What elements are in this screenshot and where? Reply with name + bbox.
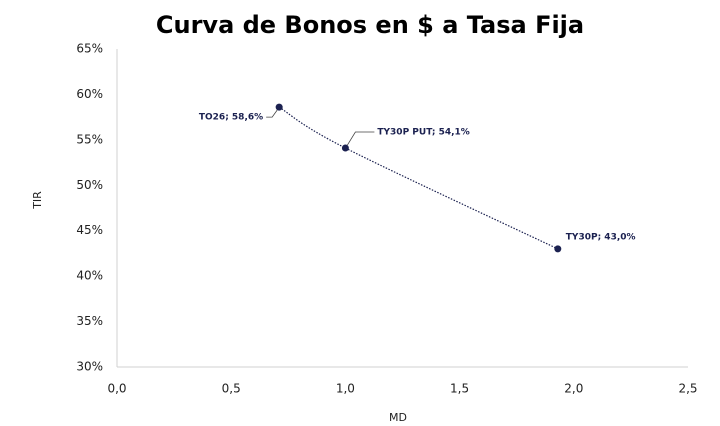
x-tick-label: 0,0: [107, 382, 126, 396]
data-label: TY30P; 43,0%: [566, 232, 636, 242]
trend-line: [278, 106, 559, 250]
y-tick-label: 55%: [76, 132, 103, 146]
x-tick-label: 0,5: [222, 382, 241, 396]
chart-title: Curva de Bonos en $ a Tasa Fija: [156, 11, 584, 39]
leader-line: [266, 109, 278, 118]
x-tick-label: 2,5: [678, 382, 697, 396]
point: [341, 144, 349, 152]
y-tick-label: 40%: [76, 269, 103, 283]
y-tick-label: 45%: [76, 223, 103, 237]
y-tick-label: 60%: [76, 87, 103, 101]
y-tick-label: 65%: [76, 42, 103, 56]
leader-line: [347, 131, 375, 146]
y-tick-label: 50%: [76, 178, 103, 192]
point: [275, 103, 283, 111]
data-label: TY30P PUT; 54,1%: [377, 128, 469, 138]
data-label: TO26; 58,6%: [199, 113, 263, 123]
y-tick-label: 30%: [76, 360, 103, 374]
x-axis-title: MD: [389, 411, 407, 424]
x-tick-label: 1,5: [450, 382, 469, 396]
y-tick-label: 35%: [76, 314, 103, 328]
x-tick-label: 2,0: [564, 382, 583, 396]
x-tick-label: 1,0: [336, 382, 355, 396]
y-axis-title: TIR: [31, 191, 44, 210]
point: [554, 245, 562, 253]
